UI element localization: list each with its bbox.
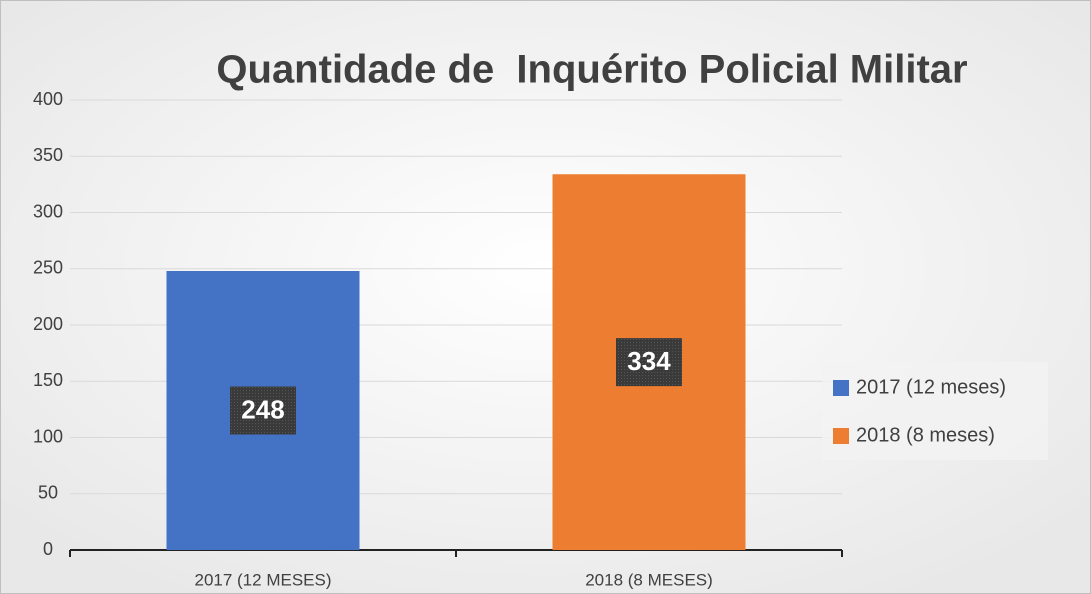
legend-label: 2018 (8 meses) — [856, 424, 995, 446]
legend-swatch — [833, 380, 849, 396]
data-label-box — [616, 338, 682, 387]
y-tick-label: 200 — [33, 314, 63, 334]
data-label-box — [230, 386, 296, 435]
y-tick-label: 0 — [43, 539, 53, 559]
chart-title: Quantidade de Inquérito Policial Militar — [216, 48, 967, 92]
y-tick-label: 50 — [38, 483, 58, 503]
data-label: 248 — [241, 394, 284, 424]
legend-label: 2017 (12 meses) — [856, 376, 1006, 398]
data-label: 334 — [627, 346, 671, 376]
x-tick-label: 2018 (8 MESES) — [585, 570, 713, 589]
legend-swatch — [833, 428, 849, 444]
x-tick-label: 2017 (12 MESES) — [194, 570, 331, 589]
y-tick-label: 350 — [33, 145, 63, 165]
y-tick-label: 150 — [33, 370, 63, 390]
y-tick-label: 400 — [33, 89, 63, 109]
legend-box — [822, 362, 1048, 460]
y-tick-label: 250 — [33, 258, 63, 278]
y-tick-label: 100 — [33, 426, 63, 446]
y-tick-label: 300 — [33, 201, 63, 221]
